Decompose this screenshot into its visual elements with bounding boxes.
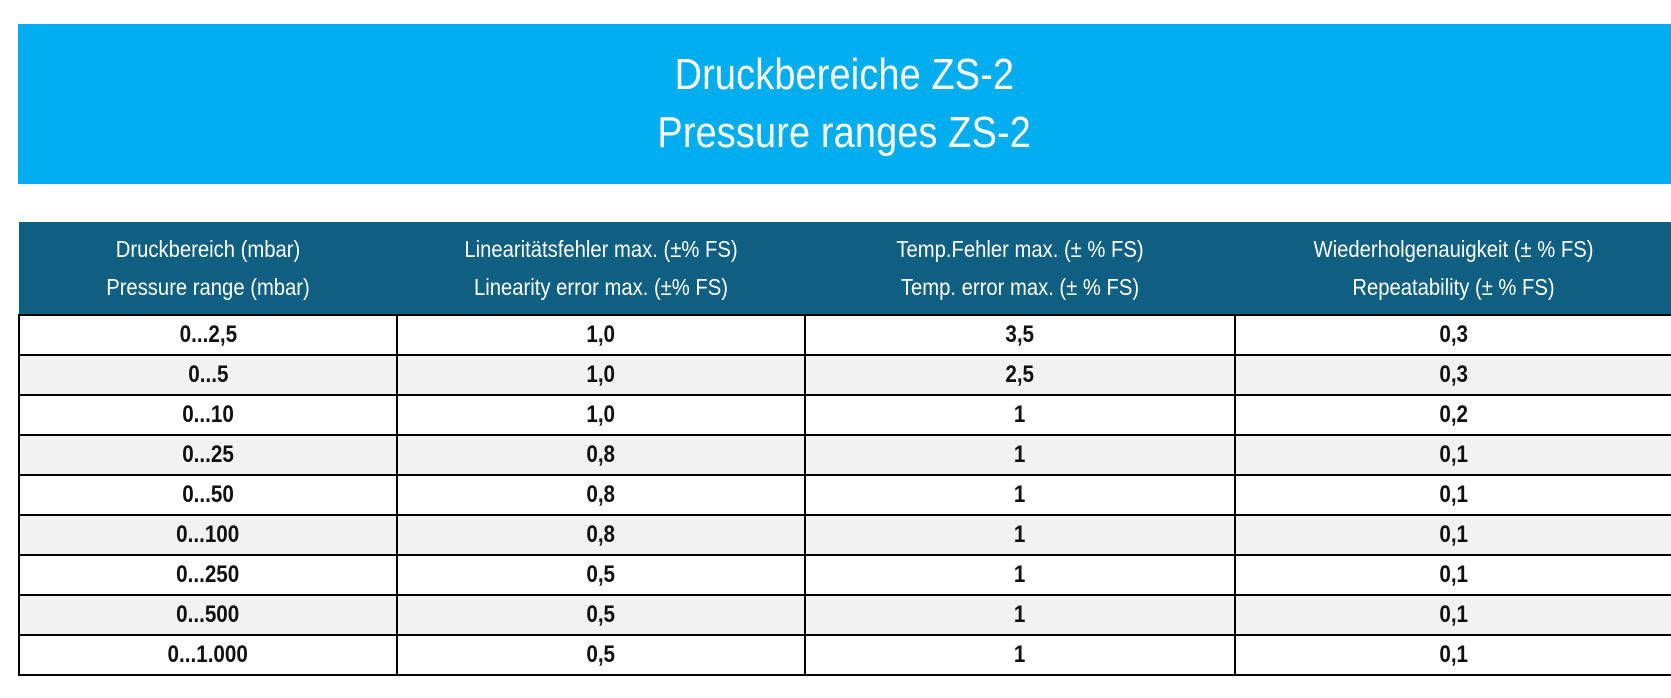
table-row: 0...1.000 0,5 1 0,1 bbox=[18, 634, 1671, 676]
column-header-english: Repeatability (± % FS) bbox=[1352, 274, 1555, 300]
cell-pressure-range: 0...100 bbox=[18, 514, 398, 556]
cell-linearity-error: 1,0 bbox=[396, 354, 806, 396]
cell-temp-error: 1 bbox=[804, 474, 1236, 516]
cell-repeatability: 0,1 bbox=[1234, 634, 1671, 676]
cell-pressure-range: 0...500 bbox=[18, 594, 398, 636]
column-header-pressure-range: Druckbereich (mbar) Pressure range (mbar… bbox=[19, 222, 397, 315]
cell-repeatability: 0,3 bbox=[1234, 354, 1671, 396]
cell-pressure-range: 0...1.000 bbox=[18, 634, 398, 676]
cell-linearity-error: 0,5 bbox=[396, 634, 806, 676]
table-row: 0...10 1,0 1 0,2 bbox=[18, 394, 1671, 436]
cell-pressure-range: 0...25 bbox=[18, 434, 398, 476]
column-header-repeatability: Wiederholgenauigkeit (± % FS) Repeatabil… bbox=[1235, 222, 1671, 315]
cell-temp-error: 1 bbox=[804, 554, 1236, 596]
column-header-german: Temp.Fehler max. (± % FS) bbox=[896, 236, 1144, 262]
table-row: 0...100 0,8 1 0,1 bbox=[18, 514, 1671, 556]
column-header-english: Linearity error max. (±% FS) bbox=[473, 274, 729, 300]
cell-repeatability: 0,1 bbox=[1234, 594, 1671, 636]
cell-linearity-error: 0,8 bbox=[396, 514, 806, 556]
cell-repeatability: 0,1 bbox=[1234, 434, 1671, 476]
cell-temp-error: 1 bbox=[804, 434, 1236, 476]
cell-linearity-error: 0,8 bbox=[396, 434, 806, 476]
cell-temp-error: 1 bbox=[804, 514, 1236, 556]
table-row: 0...2,5 1,0 3,5 0,3 bbox=[18, 314, 1671, 356]
cell-pressure-range: 0...2,5 bbox=[18, 314, 398, 356]
column-header-german: Druckbereich (mbar) bbox=[115, 236, 301, 262]
column-header-english: Temp. error max. (± % FS) bbox=[900, 274, 1140, 300]
pressure-ranges-table: Druckbereich (mbar) Pressure range (mbar… bbox=[18, 222, 1671, 676]
title-english: Pressure ranges ZS-2 bbox=[657, 108, 1032, 157]
column-header-german: Wiederholgenauigkeit (± % FS) bbox=[1313, 236, 1594, 262]
title-banner: Druckbereiche ZS-2 Pressure ranges ZS-2 bbox=[18, 24, 1671, 184]
cell-temp-error: 1 bbox=[804, 394, 1236, 436]
cell-repeatability: 0,1 bbox=[1234, 474, 1671, 516]
table-row: 0...50 0,8 1 0,1 bbox=[18, 474, 1671, 516]
cell-pressure-range: 0...50 bbox=[18, 474, 398, 516]
cell-temp-error: 2,5 bbox=[804, 354, 1236, 396]
cell-temp-error: 1 bbox=[804, 634, 1236, 676]
cell-repeatability: 0,2 bbox=[1234, 394, 1671, 436]
table-row: 0...25 0,8 1 0,1 bbox=[18, 434, 1671, 476]
cell-linearity-error: 0,5 bbox=[396, 594, 806, 636]
cell-linearity-error: 0,8 bbox=[396, 474, 806, 516]
cell-repeatability: 0,1 bbox=[1234, 554, 1671, 596]
cell-linearity-error: 1,0 bbox=[396, 314, 806, 356]
cell-pressure-range: 0...10 bbox=[18, 394, 398, 436]
title-german: Druckbereiche ZS-2 bbox=[674, 50, 1015, 99]
table-row: 0...5 1,0 2,5 0,3 bbox=[18, 354, 1671, 396]
cell-pressure-range: 0...5 bbox=[18, 354, 398, 396]
cell-repeatability: 0,1 bbox=[1234, 514, 1671, 556]
column-header-english: Pressure range (mbar) bbox=[106, 274, 310, 300]
column-header-temp-error: Temp.Fehler max. (± % FS) Temp. error ma… bbox=[805, 222, 1235, 315]
column-header-linearity-error: Linearitätsfehler max. (±% FS) Linearity… bbox=[397, 222, 805, 315]
table-header-row: Druckbereich (mbar) Pressure range (mbar… bbox=[19, 222, 1671, 315]
table-row: 0...250 0,5 1 0,1 bbox=[18, 554, 1671, 596]
column-header-german: Linearitätsfehler max. (±% FS) bbox=[464, 236, 738, 262]
cell-linearity-error: 0,5 bbox=[396, 554, 806, 596]
cell-repeatability: 0,3 bbox=[1234, 314, 1671, 356]
table-row: 0...500 0,5 1 0,1 bbox=[18, 594, 1671, 636]
cell-temp-error: 3,5 bbox=[804, 314, 1236, 356]
cell-pressure-range: 0...250 bbox=[18, 554, 398, 596]
cell-linearity-error: 1,0 bbox=[396, 394, 806, 436]
cell-temp-error: 1 bbox=[804, 594, 1236, 636]
